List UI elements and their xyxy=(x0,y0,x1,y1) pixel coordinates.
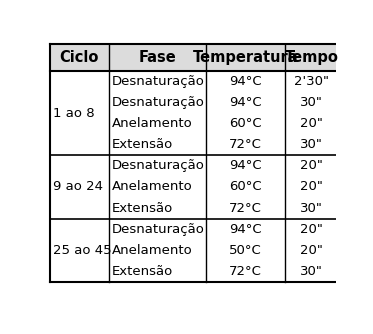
Text: 94°C: 94°C xyxy=(229,75,262,88)
Text: Desnaturação: Desnaturação xyxy=(112,222,205,235)
Text: Anelamento: Anelamento xyxy=(112,180,193,193)
Text: Tempo: Tempo xyxy=(285,50,339,65)
Bar xyxy=(50,44,339,71)
Text: Anelamento: Anelamento xyxy=(112,117,193,130)
Text: 25 ao 45: 25 ao 45 xyxy=(53,244,112,257)
Text: 30": 30" xyxy=(300,265,323,278)
Text: 72°C: 72°C xyxy=(229,265,262,278)
Text: Extensão: Extensão xyxy=(112,138,173,151)
Text: 30": 30" xyxy=(300,138,323,151)
Text: 20": 20" xyxy=(300,244,323,257)
Text: Fase: Fase xyxy=(138,50,176,65)
Text: 50°C: 50°C xyxy=(229,244,262,257)
Text: 2'30": 2'30" xyxy=(294,75,329,88)
Text: Extensão: Extensão xyxy=(112,265,173,278)
Text: Desnaturação: Desnaturação xyxy=(112,159,205,172)
Text: Ciclo: Ciclo xyxy=(59,50,99,65)
Text: 94°C: 94°C xyxy=(229,96,262,109)
Text: 94°C: 94°C xyxy=(229,222,262,235)
Text: 30": 30" xyxy=(300,96,323,109)
Text: 20": 20" xyxy=(300,117,323,130)
Text: 72°C: 72°C xyxy=(229,201,262,214)
Text: 72°C: 72°C xyxy=(229,138,262,151)
Text: Desnaturação: Desnaturação xyxy=(112,96,205,109)
Text: 30": 30" xyxy=(300,201,323,214)
Text: Extensão: Extensão xyxy=(112,201,173,214)
Text: 60°C: 60°C xyxy=(229,117,262,130)
Text: 20": 20" xyxy=(300,159,323,172)
Text: Desnaturação: Desnaturação xyxy=(112,75,205,88)
Text: 60°C: 60°C xyxy=(229,180,262,193)
Text: 9 ao 24: 9 ao 24 xyxy=(53,180,103,193)
Text: 1 ao 8: 1 ao 8 xyxy=(53,107,95,120)
Text: 20": 20" xyxy=(300,180,323,193)
Text: 20": 20" xyxy=(300,222,323,235)
Text: 94°C: 94°C xyxy=(229,159,262,172)
Text: Anelamento: Anelamento xyxy=(112,244,193,257)
Text: Temperatura: Temperatura xyxy=(192,50,298,65)
